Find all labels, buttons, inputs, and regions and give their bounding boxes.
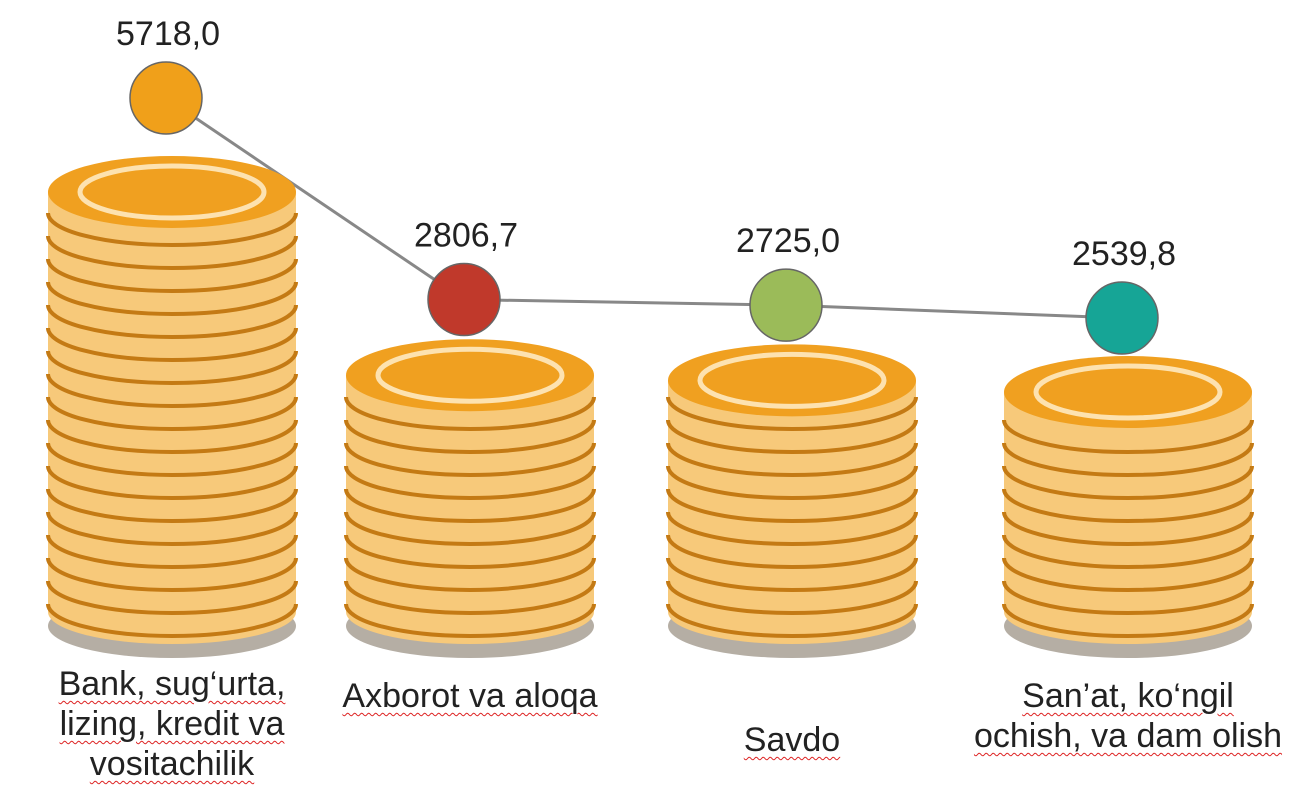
- category-label: Savdo: [632, 720, 952, 760]
- coin-ring: [1036, 366, 1220, 418]
- category-label: Axborot va aloqa: [310, 676, 630, 716]
- value-label: 2806,7: [414, 217, 518, 255]
- coin-ring: [80, 166, 264, 218]
- value-dot: [428, 264, 500, 336]
- coin-ring: [700, 354, 884, 406]
- coin-ring: [378, 349, 562, 401]
- value-label: 5718,0: [116, 15, 220, 53]
- coin-stack: [48, 156, 296, 658]
- value-label: 2725,0: [736, 222, 840, 260]
- coin-stack: [1004, 356, 1252, 658]
- value-label: 2539,8: [1072, 235, 1176, 273]
- value-dot: [1086, 282, 1158, 354]
- coin-stack: [668, 344, 916, 658]
- coin-stack: [346, 339, 594, 658]
- value-dot: [750, 269, 822, 341]
- category-label: Bank, sug‘urta, lizing, kredit va vosita…: [12, 664, 332, 784]
- connector-line: [166, 98, 1122, 318]
- connector-layer: [166, 98, 1122, 318]
- coin-stack-body: [48, 192, 296, 612]
- value-dot: [130, 62, 202, 134]
- category-label: San’at, ko‘ngil ochish, va dam olish: [968, 676, 1288, 756]
- page: 5718,02806,72725,02539,8 (() => { const …: [0, 0, 1296, 799]
